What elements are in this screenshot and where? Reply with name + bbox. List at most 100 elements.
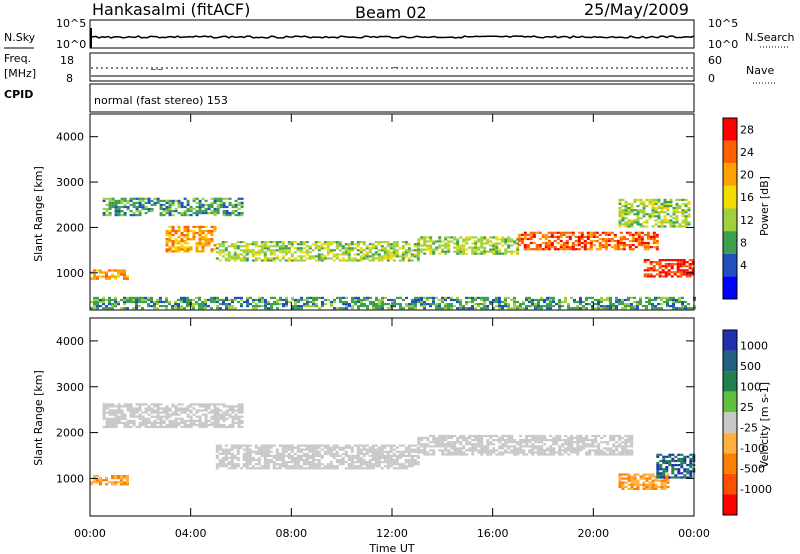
- power-cell: [135, 207, 139, 211]
- power-cell: [198, 212, 202, 215]
- power-cell: [252, 298, 255, 302]
- power-cell: [618, 300, 621, 304]
- power-cell: [435, 305, 438, 308]
- power-cell: [609, 305, 612, 308]
- velocity-cell: [588, 453, 592, 456]
- velocity-cell: [254, 446, 258, 449]
- velocity-cell: [456, 453, 460, 456]
- velocity-cell: [317, 450, 321, 453]
- power-cell: [489, 250, 493, 253]
- velocity-cell: [117, 419, 121, 422]
- velocity-cell: [108, 413, 112, 416]
- velocity-cell: [377, 463, 381, 466]
- velocity-cell: [549, 447, 553, 450]
- velocity-cell: [426, 445, 430, 448]
- velocity-cell: [444, 449, 448, 452]
- velocity-cell: [510, 436, 514, 440]
- velocity-cell: [668, 453, 672, 456]
- power-cell: [183, 234, 187, 237]
- power-cell: [177, 303, 180, 306]
- power-cell: [622, 244, 626, 247]
- power-cell: [384, 296, 387, 299]
- power-cell: [646, 237, 650, 241]
- velocity-cell: [129, 411, 133, 414]
- power-cell: [174, 240, 178, 243]
- power-cell: [353, 257, 357, 260]
- power-cell: [129, 203, 133, 206]
- power-cell: [242, 241, 246, 244]
- velocity-cell: [272, 461, 276, 464]
- power-cell: [628, 233, 632, 236]
- power-cell: [165, 242, 169, 245]
- power-cell: [604, 239, 608, 243]
- velocity-color-swatch: [723, 473, 737, 495]
- velocity-cell: [287, 467, 291, 470]
- velocity-cell: [597, 443, 601, 446]
- velocity-cell: [231, 415, 235, 418]
- power-cell: [495, 298, 498, 302]
- velocity-cell: [156, 413, 160, 416]
- power-cell: [633, 213, 637, 216]
- velocity-cell: [683, 461, 687, 465]
- velocity-cell: [492, 449, 496, 452]
- velocity-cell: [531, 449, 535, 452]
- power-cell: [571, 241, 575, 245]
- power-cell: [498, 307, 501, 310]
- power-cell: [651, 200, 655, 204]
- velocity-cell: [126, 405, 130, 408]
- power-cell: [123, 298, 126, 302]
- power-cell: [165, 305, 168, 308]
- velocity-cell: [380, 448, 384, 451]
- velocity-cell: [501, 436, 505, 440]
- velocity-cell: [570, 445, 574, 448]
- power-cell: [429, 250, 433, 253]
- power-cell: [447, 248, 451, 251]
- power-cell: [257, 245, 261, 248]
- velocity-cell: [114, 405, 118, 408]
- velocity-cell: [519, 439, 523, 442]
- power-cell: [126, 275, 129, 278]
- nave-tick-low: 0: [708, 72, 715, 85]
- power-cell: [177, 225, 181, 228]
- velocity-cell: [534, 439, 538, 442]
- power-cell: [396, 303, 399, 306]
- velocity-cell: [371, 458, 375, 462]
- power-cell: [315, 303, 318, 306]
- velocity-cell: [216, 411, 220, 414]
- velocity-cell: [290, 446, 294, 449]
- velocity-cell: [290, 458, 294, 462]
- velocity-cell: [398, 454, 402, 457]
- power-cell: [135, 205, 139, 209]
- velocity-cell: [114, 411, 118, 414]
- power-cell: [335, 243, 339, 246]
- velocity-cell: [177, 413, 181, 416]
- velocity-cell: [380, 456, 384, 460]
- velocity-cell: [168, 413, 172, 416]
- xtick-label: 00:00: [74, 527, 106, 540]
- velocity-cell: [168, 423, 172, 427]
- power-cell: [360, 298, 363, 302]
- power-cell: [670, 265, 674, 268]
- power-cell: [580, 246, 584, 249]
- velocity-cell: [567, 441, 571, 444]
- power-cell: [183, 248, 187, 251]
- velocity-cell: [338, 461, 342, 464]
- power-cell: [306, 305, 309, 308]
- power-cell: [330, 305, 333, 308]
- power-cell: [657, 303, 660, 306]
- velocity-cell: [630, 477, 634, 480]
- power-cell: [216, 197, 220, 200]
- power-cell: [269, 251, 273, 254]
- velocity-color-swatch: [723, 371, 737, 392]
- power-cell: [495, 252, 499, 255]
- power-cell: [501, 300, 504, 304]
- velocity-cell: [639, 475, 643, 478]
- power-cell: [633, 307, 636, 310]
- velocity-cell: [401, 465, 405, 468]
- velocity-scale-tick: 1000: [740, 339, 768, 352]
- velocity-cell: [549, 451, 553, 454]
- velocity-cell: [654, 475, 658, 478]
- velocity-cell: [335, 467, 339, 470]
- velocity-cell: [659, 472, 663, 475]
- power-cell: [272, 251, 276, 254]
